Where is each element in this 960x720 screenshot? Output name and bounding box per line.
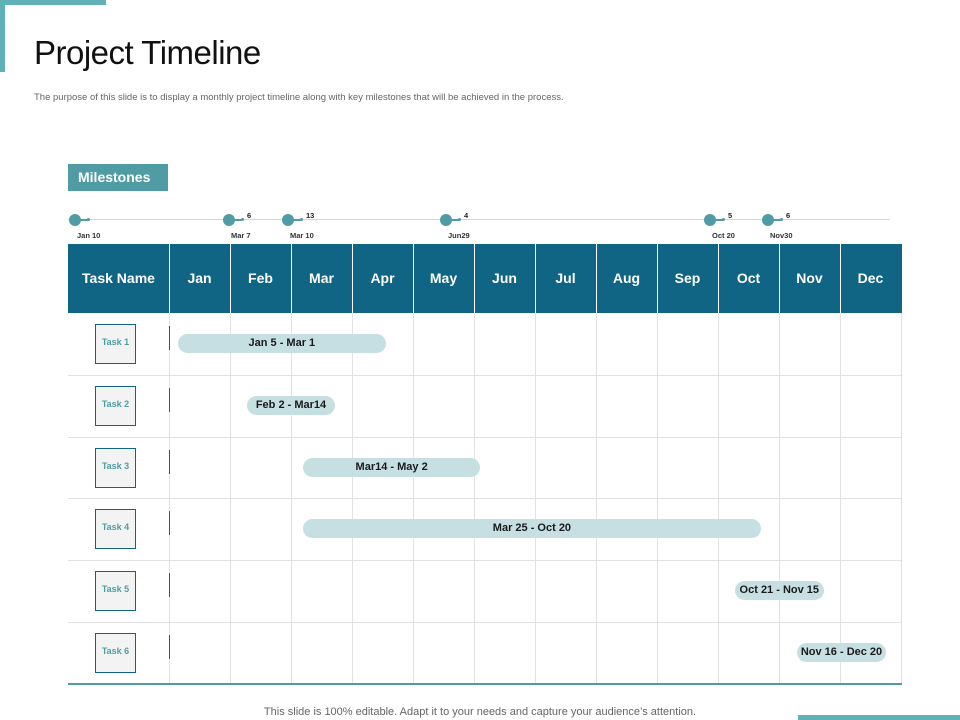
footer-note: This slide is 100% editable. Adapt it to… (263, 706, 697, 718)
header-month-apr: Apr (370, 270, 395, 286)
milestone-number: 6 (247, 211, 252, 220)
milestone-marker (223, 214, 235, 226)
milestone-marker (440, 214, 452, 226)
milestone-date: Mar 10 (290, 231, 314, 240)
header-month-jul: Jul (555, 270, 576, 286)
task-divider-tick (169, 326, 170, 350)
header-separator (291, 244, 292, 313)
header-separator (535, 244, 536, 313)
page-title: Project Timeline (34, 34, 261, 71)
grid-row-line (68, 436, 902, 438)
header-month-feb: Feb (248, 270, 273, 286)
milestone-date: Oct 20 (712, 231, 735, 240)
milestone-pin (80, 218, 90, 221)
header-month-aug: Aug (612, 270, 641, 286)
milestone-number: 5 (728, 211, 733, 220)
milestone-number: 13 (306, 211, 315, 220)
header-month-oct: Oct (736, 270, 761, 286)
task-label: Task 4 (95, 509, 136, 550)
milestone-marker (762, 214, 774, 226)
task-bar: Feb 2 - Mar14 (247, 395, 335, 415)
task-bar: Mar14 - May 2 (303, 457, 481, 477)
task-bar: Oct 21 - Nov 15 (735, 581, 824, 601)
milestone-pin (234, 218, 244, 221)
page-subtitle: The purpose of this slide is to display … (34, 92, 564, 103)
milestone-date: Jan 10 (77, 231, 101, 240)
milestone-date: Mar 7 (231, 231, 251, 240)
task-bar: Mar 25 - Oct 20 (303, 519, 761, 539)
corner-accent-bottom (798, 715, 960, 720)
header-month-jun: Jun (492, 270, 517, 286)
milestone-pin (293, 218, 303, 221)
header-month-nov: Nov (796, 270, 823, 286)
task-divider-tick (169, 387, 170, 412)
grid-row-line (68, 374, 902, 376)
milestone-date: Jun29 (448, 231, 470, 240)
grid-row-line (68, 498, 902, 500)
gantt-header: Task Name Jan Feb Mar Apr May Jun Jul Aug Sep Oct N… (68, 244, 902, 313)
task-divider-tick (169, 511, 170, 536)
header-month-mar: Mar (309, 270, 334, 286)
task-label: Task 2 (95, 385, 136, 426)
task-bar: Jan 5 - Mar 1 (178, 334, 386, 353)
milestone-marker (282, 214, 294, 226)
milestone-marker (69, 214, 81, 226)
header-month-sep: Sep (674, 270, 701, 286)
task-label: Task 1 (95, 324, 136, 364)
milestone-marker (704, 214, 716, 226)
header-month-dec: Dec (857, 270, 884, 286)
header-separator (230, 244, 231, 313)
task-label: Task 3 (95, 447, 136, 488)
corner-accent-top (0, 0, 106, 72)
header-separator (718, 244, 719, 313)
milestone-number: 6 (786, 211, 791, 220)
header-separator (169, 244, 170, 313)
header-separator (840, 244, 841, 313)
milestone-date: Nov30 (770, 231, 793, 240)
header-separator (413, 244, 414, 313)
task-divider-tick (169, 573, 170, 598)
milestone-line (68, 219, 890, 220)
task-divider-tick (169, 449, 170, 474)
task-label: Task 5 (95, 571, 136, 612)
header-month-may: May (429, 270, 458, 286)
header-month-jan: Jan (187, 270, 212, 286)
milestone-pin (773, 218, 783, 221)
milestone-pin (715, 218, 725, 221)
task-bar: Nov 16 - Dec 20 (797, 643, 886, 662)
grid-row-line (68, 622, 902, 623)
header-task-name: Task Name (82, 270, 155, 286)
header-separator (779, 244, 780, 313)
header-separator (352, 244, 353, 313)
milestones-label: Milestones (68, 164, 168, 191)
task-label: Task 6 (95, 633, 136, 673)
milestone-number: 4 (464, 211, 469, 220)
grid-bottom-line (68, 683, 902, 685)
header-separator (596, 244, 597, 313)
header-separator (474, 244, 475, 313)
header-separator (657, 244, 658, 313)
gantt-grid: Task Name Jan Feb Mar Apr May Jun Jul Aug Sep Oct N… (68, 244, 902, 685)
grid-row-line (68, 560, 902, 562)
task-divider-tick (169, 635, 170, 659)
milestone-pin (451, 218, 461, 221)
